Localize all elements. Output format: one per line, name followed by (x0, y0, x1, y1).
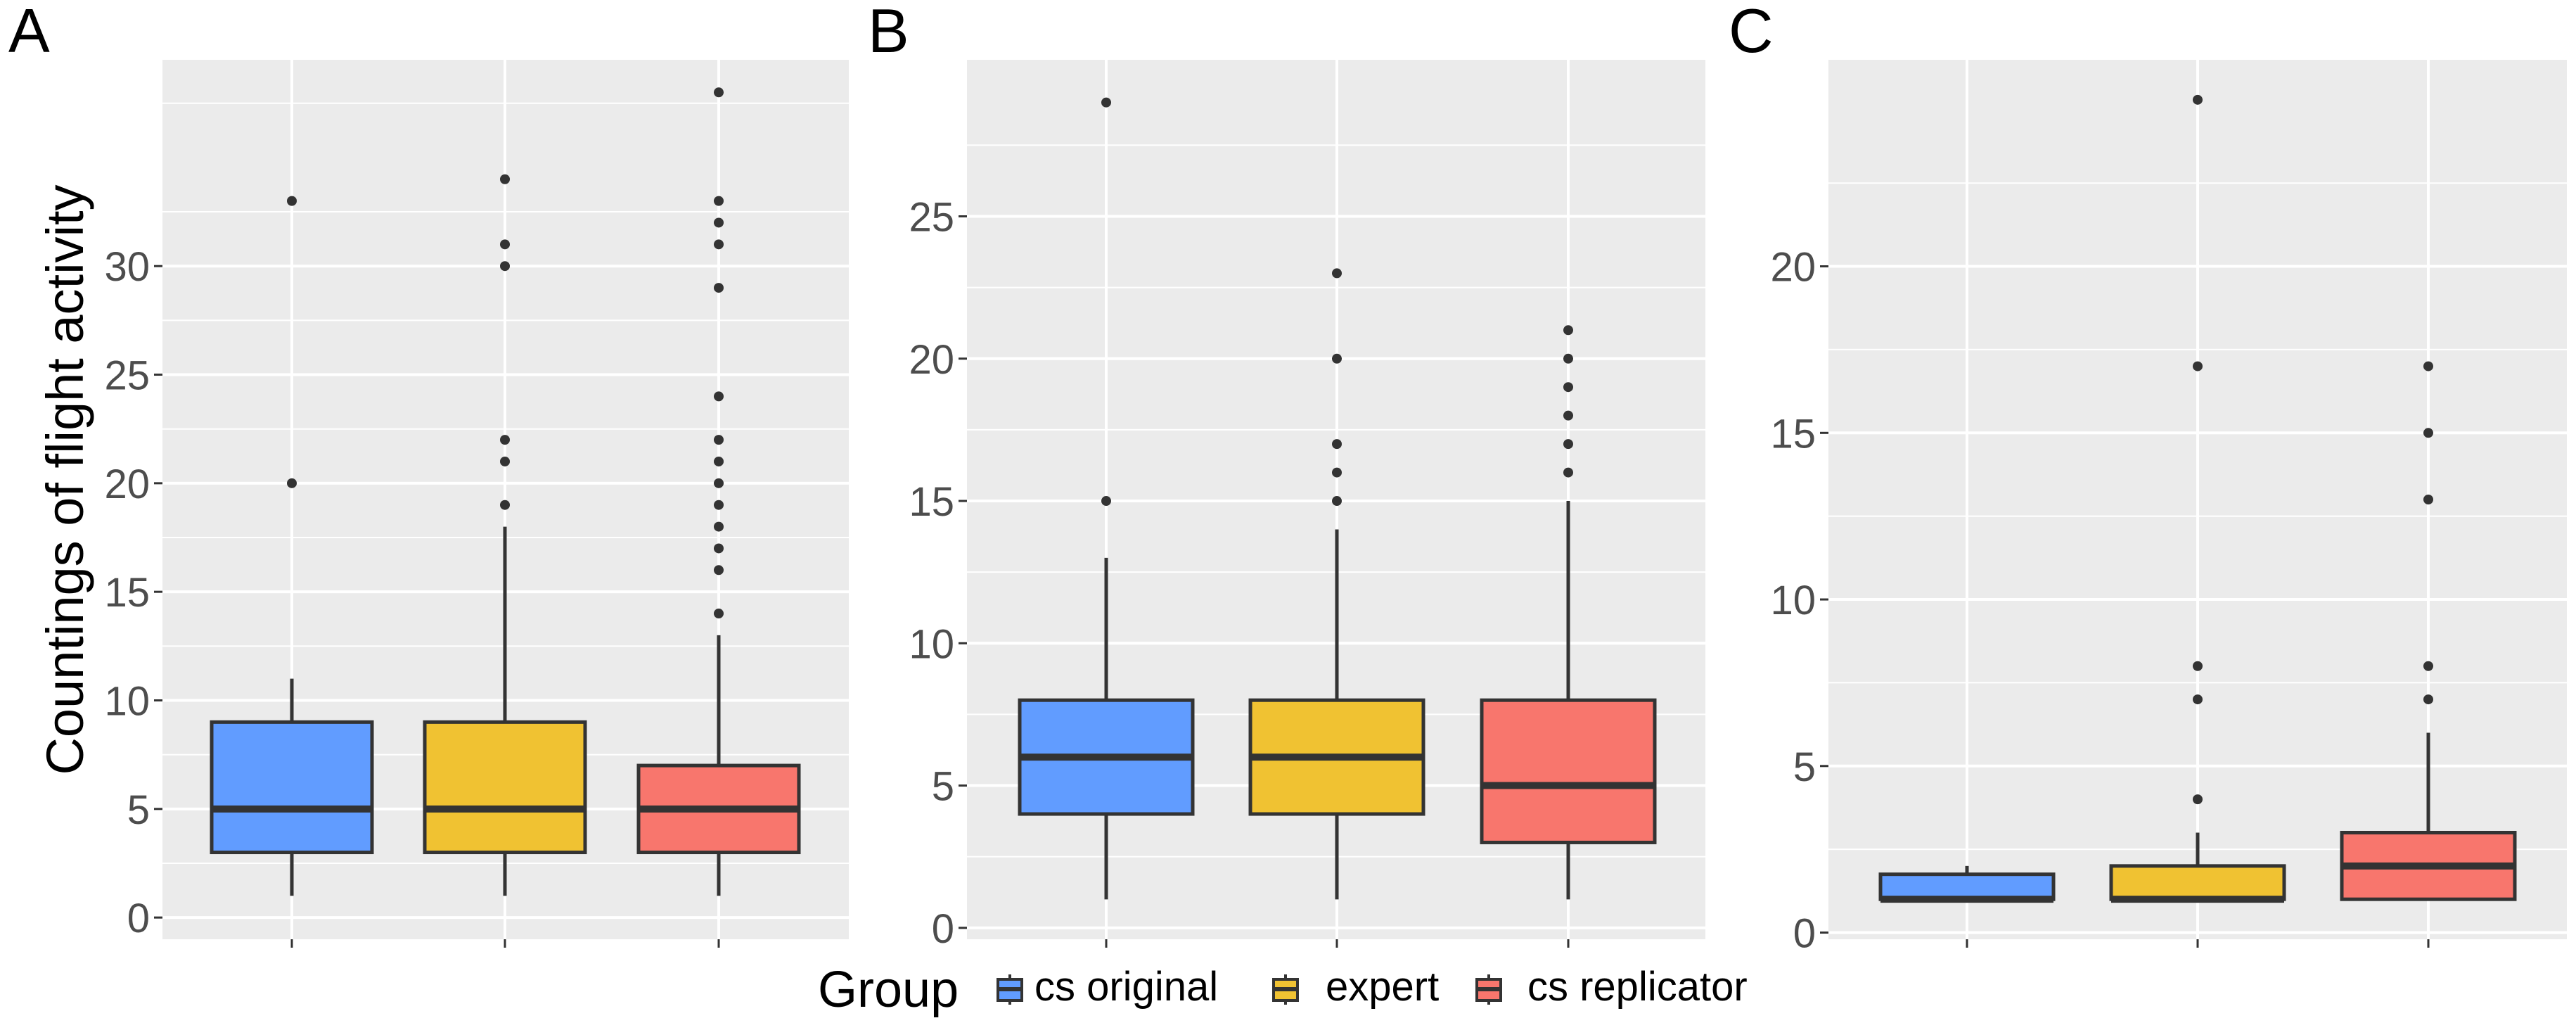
box-cs-replicator (1480, 325, 1657, 900)
outlier-point (1563, 439, 1573, 450)
outlier-point (714, 87, 724, 98)
legend-title: Group (818, 962, 959, 1018)
y-axis-label: Countings of flight activity (36, 184, 94, 775)
box-cs-replicator (2340, 361, 2517, 901)
outlier-point (1563, 353, 1573, 364)
outlier-point (2193, 694, 2203, 705)
panels: 0 5 10 15 20 25 30 A 0 5 10 15 20 25 B 0 5 10 15 20 C (8, 0, 2567, 957)
y-tick-label: 10 (909, 621, 954, 667)
outlier-point (2193, 361, 2203, 371)
box-body (423, 720, 587, 855)
y-tick-label: 30 (104, 244, 150, 290)
outlier-point (500, 500, 510, 510)
y-tick-label: 15 (909, 479, 954, 525)
y-tick-label: 10 (1770, 578, 1816, 623)
legend-label-cs-replicator: cs replicator (1527, 964, 1748, 1010)
outlier-point (714, 478, 724, 488)
legend-label-expert: expert (1326, 964, 1439, 1010)
box-body (1878, 872, 2056, 901)
outlier-point (500, 261, 510, 272)
outlier-point (2193, 94, 2203, 105)
outlier-point (1563, 325, 1573, 336)
box-expert (1248, 268, 1425, 900)
outlier-point (287, 478, 297, 488)
outlier-point (714, 217, 724, 228)
legend-item-cs-original: cs original (997, 964, 1218, 1010)
outlier-point (287, 196, 297, 206)
y-tick-label: 20 (909, 337, 954, 383)
y-tick-label: 5 (127, 787, 150, 833)
y-tick-label: 5 (932, 764, 954, 810)
outlier-point (500, 174, 510, 184)
outlier-point (2423, 428, 2433, 438)
box-expert (2109, 94, 2286, 903)
outlier-point (1332, 496, 1342, 507)
box-body (2109, 864, 2286, 901)
outlier-point (714, 609, 724, 619)
outlier-point (500, 435, 510, 445)
box-cs-original (1878, 865, 2056, 903)
outlier-point (714, 543, 724, 554)
outlier-point (714, 435, 724, 445)
panel-a: 0 5 10 15 20 25 30 A (8, 0, 849, 948)
box-cs-original (1018, 97, 1195, 900)
box-cs-replicator (636, 87, 801, 896)
outlier-point (714, 391, 724, 402)
outlier-point (714, 239, 724, 250)
y-tick-label: 25 (909, 194, 954, 240)
legend-item-expert: expert (1272, 964, 1439, 1010)
y-tick-label: 20 (1770, 245, 1816, 291)
box-body (210, 720, 374, 855)
outlier-point (1332, 439, 1342, 450)
y-tick-label: 0 (932, 906, 954, 952)
outlier-point (1563, 467, 1573, 478)
outlier-point (2193, 794, 2203, 805)
legend-item-cs-replicator: cs replicator (1475, 964, 1748, 1010)
y-tick-label: 5 (1793, 744, 1816, 790)
box-cs-original (210, 196, 374, 896)
outlier-point (2423, 495, 2433, 504)
outlier-point (1563, 410, 1573, 421)
panel-b: 0 5 10 15 20 25 B (868, 0, 1705, 952)
y-tick-label: 25 (104, 353, 150, 399)
outlier-point (1332, 467, 1342, 478)
y-tick-label: 0 (1793, 911, 1816, 957)
outlier-point (2423, 361, 2433, 371)
outlier-point (2423, 661, 2433, 671)
legend: Group cs original expert cs replicator (818, 962, 1748, 1018)
outlier-point (714, 565, 724, 576)
outlier-point (714, 456, 724, 466)
legend-label-cs-original: cs original (1034, 964, 1218, 1010)
outlier-point (1332, 268, 1342, 279)
y-tick-label: 20 (104, 462, 150, 507)
y-tick-label: 0 (127, 896, 150, 941)
outlier-point (1563, 382, 1573, 393)
panel-label: A (8, 0, 50, 65)
outlier-point (1101, 97, 1111, 108)
outlier-point (2423, 694, 2433, 705)
box-body (1480, 698, 1657, 844)
outlier-point (714, 500, 724, 510)
y-tick-label: 15 (1770, 411, 1816, 457)
outlier-point (714, 521, 724, 532)
panel-label: C (1729, 0, 1774, 65)
outlier-point (1101, 496, 1111, 507)
outlier-point (1332, 353, 1342, 364)
y-tick-label: 15 (104, 570, 150, 616)
y-tick-label: 10 (104, 678, 150, 724)
panel-label: B (868, 0, 909, 65)
panel-c: 0 5 10 15 20 C (1729, 0, 2567, 957)
outlier-point (2193, 661, 2203, 671)
box-expert (423, 174, 587, 896)
outlier-point (714, 283, 724, 293)
outlier-point (714, 196, 724, 206)
outlier-point (500, 239, 510, 250)
outlier-point (500, 456, 510, 466)
